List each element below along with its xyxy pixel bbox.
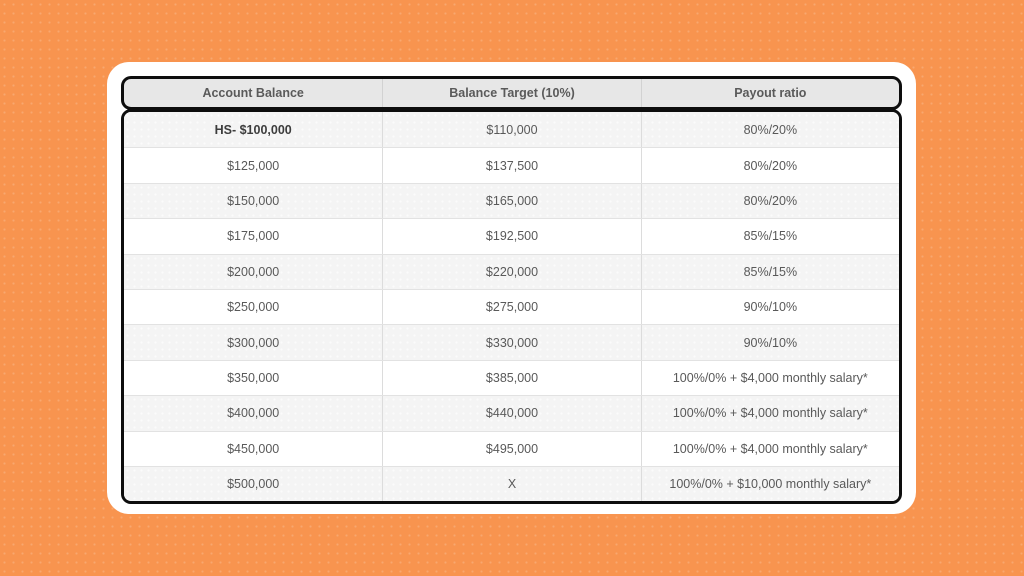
cell-balance-target: $192,500 [382, 219, 640, 254]
cell-account-balance: $500,000 [227, 477, 280, 492]
cell-account-balance: $150,000 [227, 193, 280, 208]
cell-balance-target: $110,000 [382, 112, 640, 148]
cell-balance-target: $495,000 [382, 431, 640, 466]
cell-balance-target: $440,000 [382, 396, 640, 431]
table-header-row: Account Balance Balance Target (10%) Pay… [121, 76, 902, 110]
table-row: $500,000 X 100%/0% + $10,000 monthly salar… [124, 465, 899, 502]
cell-balance-target: $165,000 [382, 183, 640, 219]
table-row: $150,000 $165,000 80%/20% [124, 182, 899, 219]
table-row: $400,000 $440,000 100%/0% + $4,000 monthly… [124, 395, 899, 431]
cell-account-balance: $125,000 [227, 158, 280, 173]
cell-account-balance: HS- $100,000 [214, 122, 292, 137]
cell-balance-target: $330,000 [382, 325, 640, 360]
cell-payout-ratio: 80%/20% [640, 148, 899, 183]
cell-payout-ratio: 100%/0% + $4,000 monthly salary* [640, 431, 899, 466]
cell-balance-target: X [382, 466, 640, 502]
cell-payout-ratio: 90%/10% [640, 289, 899, 325]
cell-payout-ratio: 85%/15% [640, 219, 899, 254]
payout-table-card: Account Balance Balance Target (10%) Pay… [107, 62, 916, 514]
cell-payout-ratio: 100%/0% + $4,000 monthly salary* [640, 396, 899, 431]
column-header-account-balance: Account Balance [202, 86, 304, 100]
cell-balance-target: $137,500 [382, 148, 640, 183]
cell-balance-target: $220,000 [382, 254, 640, 289]
cell-account-balance: $250,000 [227, 300, 280, 315]
cell-account-balance: $450,000 [227, 441, 280, 456]
cell-payout-ratio: 100%/0% + $4,000 monthly salary* [640, 360, 899, 396]
cell-account-balance: $300,000 [227, 335, 280, 350]
column-header-payout-ratio: Payout ratio [640, 79, 899, 107]
cell-account-balance: $175,000 [227, 229, 280, 244]
cell-account-balance: $200,000 [227, 264, 280, 279]
table-row: HS- $100,000 $110,000 80%/20% [124, 112, 899, 148]
cell-payout-ratio: 100%/0% + $10,000 monthly salary* [640, 466, 899, 502]
cell-balance-target: $275,000 [382, 289, 640, 325]
cell-balance-target: $385,000 [382, 360, 640, 396]
table-row: $300,000 $330,000 90%/10% [124, 324, 899, 360]
cell-account-balance: $400,000 [227, 406, 280, 421]
cell-payout-ratio: 80%/20% [640, 183, 899, 219]
cell-payout-ratio: 80%/20% [640, 112, 899, 148]
table-row: $200,000 $220,000 85%/15% [124, 253, 899, 289]
table-row: $450,000 $495,000 100%/0% + $4,000 monthly… [124, 430, 899, 466]
cell-account-balance: $350,000 [227, 370, 280, 385]
table-row: $125,000 $137,500 80%/20% [124, 147, 899, 183]
table-body: HS- $100,000 $110,000 80%/20% $125,000 $137,… [121, 109, 902, 505]
table-row: $350,000 $385,000 100%/0% + $4,000 monthly… [124, 359, 899, 396]
table-row: $175,000 $192,500 85%/15% [124, 218, 899, 254]
column-header-balance-target: Balance Target (10%) [382, 79, 640, 107]
table-row: $250,000 $275,000 90%/10% [124, 288, 899, 325]
cell-payout-ratio: 85%/15% [640, 254, 899, 289]
cell-payout-ratio: 90%/10% [640, 325, 899, 360]
